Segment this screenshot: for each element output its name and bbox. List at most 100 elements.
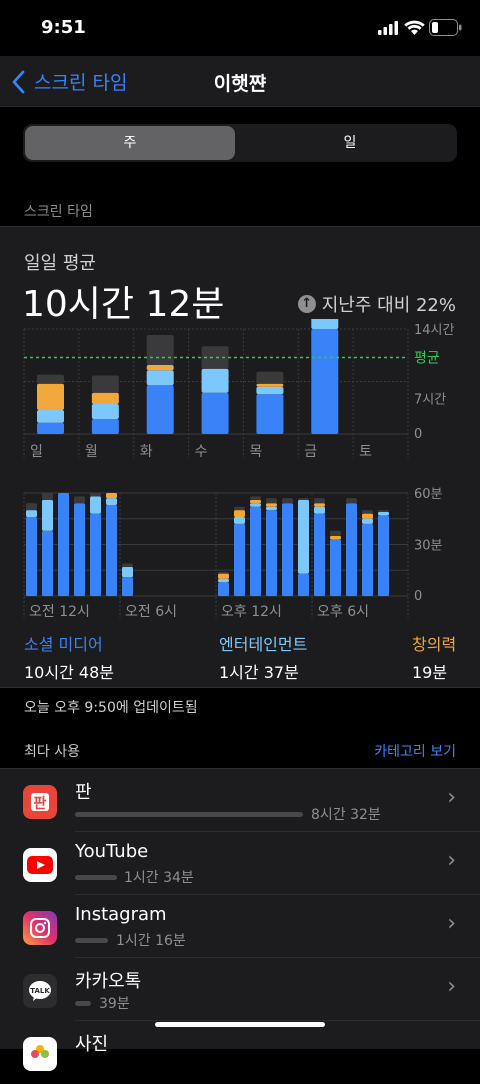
app-list: 판 판 8시간 32분 › YouTube 1시간 34분 › Instagra… bbox=[0, 768, 480, 1071]
x-tick-label: 오후 6시 bbox=[317, 604, 369, 620]
hourly-bar-other-segment bbox=[122, 563, 133, 567]
hourly-bar-creativity-segment bbox=[266, 503, 277, 507]
app-row-photos[interactable]: 사진 bbox=[0, 1021, 480, 1084]
hourly-bar-other-segment bbox=[26, 503, 37, 511]
hourly-bar-other-segment bbox=[74, 496, 85, 504]
youtube-icon bbox=[23, 848, 57, 882]
hourly-bar-other-segment bbox=[298, 498, 309, 500]
hourly-bar-entertainment-segment bbox=[26, 510, 37, 518]
hourly-bar-social-segment bbox=[298, 573, 309, 596]
svg-text:판: 판 bbox=[34, 796, 47, 812]
y-tick-label: 0 bbox=[414, 589, 422, 604]
weekly-bar-entertainment-segment bbox=[311, 319, 339, 329]
weekly-bar-social-segment bbox=[146, 385, 174, 434]
usage-bar bbox=[75, 938, 108, 943]
app-row-kakaotalk[interactable]: TALK 카카오톡 39분 › bbox=[0, 958, 480, 1021]
x-tick-label: 목 bbox=[249, 444, 262, 460]
category-value: 19분 bbox=[412, 663, 448, 682]
app-name: 판 bbox=[75, 782, 92, 803]
chevron-right-icon: › bbox=[447, 848, 456, 873]
weekly-comparison: ↑ 지난주 대비 22% bbox=[297, 291, 456, 317]
hourly-bar-other-segment bbox=[378, 510, 389, 512]
x-tick-label: 오후 12시 bbox=[221, 604, 282, 620]
weekly-bar-creativity-segment bbox=[91, 392, 119, 404]
weekly-comparison-text: 지난주 대비 22% bbox=[321, 295, 456, 316]
chevron-right-icon: › bbox=[447, 785, 456, 810]
hourly-bar-entertainment-segment bbox=[314, 506, 325, 514]
battery-icon bbox=[429, 19, 462, 36]
hourly-bar-creativity-segment bbox=[362, 513, 373, 519]
back-button[interactable]: 스크린 타임 bbox=[12, 68, 127, 95]
instagram-icon bbox=[23, 911, 57, 945]
hourly-bar-entertainment-segment bbox=[42, 499, 53, 531]
hourly-chart: 60분 30분 0 오전 12시 오전 6시 오후 12시 오후 6시 bbox=[23, 487, 443, 620]
hourly-bar-other-segment bbox=[282, 498, 293, 504]
weekly-bar-entertainment-segment bbox=[37, 410, 64, 423]
home-indicator bbox=[155, 1022, 325, 1027]
hourly-bar-entertainment-segment bbox=[378, 511, 389, 516]
status-time: 9:51 bbox=[41, 17, 86, 38]
hourly-bar-social-segment bbox=[378, 515, 389, 596]
x-tick-label: 오전 12시 bbox=[29, 604, 90, 620]
category-name: 엔터테인먼트 bbox=[219, 635, 308, 654]
app-row-youtube[interactable]: YouTube 1시간 34분 › bbox=[0, 832, 480, 895]
weekly-bar-other-segment bbox=[91, 375, 119, 393]
category-entertainment: 엔터테인먼트 1시간 37분 bbox=[219, 631, 307, 683]
weekly-bar-creativity-segment bbox=[146, 365, 174, 371]
weekly-bar-other-segment bbox=[256, 371, 284, 384]
weekly-bar-social-segment bbox=[311, 329, 339, 434]
x-tick-label: 오전 6시 bbox=[125, 604, 177, 620]
hourly-bar-other-segment bbox=[250, 496, 261, 500]
screen-time-card: 일일 평균 10시간 12분 ↑ 지난주 대비 22% 평균 14시간 7시간 … bbox=[0, 226, 480, 688]
app-duration: 39분 bbox=[99, 996, 130, 1012]
hourly-bar-entertainment-segment bbox=[362, 518, 373, 524]
weekly-bar-entertainment-segment bbox=[256, 386, 284, 395]
hourly-bar-other-segment bbox=[234, 506, 245, 511]
y-tick-label: 0 bbox=[414, 427, 422, 442]
hourly-bar-creativity-segment bbox=[234, 510, 245, 518]
hourly-bar-other-segment bbox=[346, 498, 357, 504]
chevron-left-icon bbox=[12, 70, 25, 93]
category-social: 소셜 미디어 10시간 48분 bbox=[24, 631, 114, 683]
hourly-bar-social-segment bbox=[74, 503, 85, 596]
weekly-bar-creativity-segment bbox=[37, 383, 64, 410]
hourly-bar-entertainment-segment bbox=[234, 517, 245, 524]
y-tick-label: 30분 bbox=[414, 539, 443, 554]
app-duration: 8시간 32분 bbox=[311, 807, 381, 823]
y-tick-label: 7시간 bbox=[414, 393, 446, 408]
hourly-bar-social-segment bbox=[346, 503, 357, 596]
segment-week[interactable]: 주 bbox=[25, 126, 235, 160]
weekly-bar-social-segment bbox=[37, 422, 64, 434]
show-categories-link[interactable]: 카테고리 보기 bbox=[374, 744, 456, 760]
app-name: 카카오톡 bbox=[75, 971, 142, 992]
hourly-bar-entertainment-segment bbox=[218, 578, 229, 583]
app-duration: 1시간 16분 bbox=[116, 933, 186, 949]
category-name: 창의력 bbox=[412, 635, 457, 654]
hourly-bar-entertainment-segment bbox=[122, 566, 133, 578]
hourly-bar-social-segment bbox=[106, 505, 117, 596]
app-name: 사진 bbox=[75, 1034, 109, 1055]
segment-day[interactable]: 일 bbox=[343, 135, 357, 151]
navigation-bar: 스크린 타임 이햇쨘 bbox=[0, 56, 480, 107]
hourly-bar-entertainment-segment bbox=[90, 496, 101, 514]
daily-average-label: 일일 평균 bbox=[24, 253, 96, 274]
weekly-bar-creativity-segment bbox=[256, 383, 284, 387]
usage-bar bbox=[75, 812, 303, 817]
hourly-bar-social-segment bbox=[266, 510, 277, 596]
app-row-pan[interactable]: 판 판 8시간 32분 › bbox=[0, 769, 480, 832]
average-label: 평균 bbox=[414, 351, 440, 367]
hourly-bar-social-segment bbox=[26, 517, 37, 596]
hourly-bar-social-segment bbox=[218, 582, 229, 596]
app-row-instagram[interactable]: Instagram 1시간 16분 › bbox=[0, 895, 480, 958]
hourly-bar-social-segment bbox=[122, 577, 133, 596]
category-name: 소셜 미디어 bbox=[24, 635, 103, 654]
hourly-bar-entertainment-segment bbox=[298, 499, 309, 574]
hourly-bar-social-segment bbox=[314, 513, 325, 596]
signal-icon bbox=[378, 21, 398, 35]
hourly-bar-creativity-segment bbox=[218, 573, 229, 579]
hourly-bar-other-segment bbox=[218, 571, 229, 574]
hourly-bar-other-segment bbox=[90, 493, 101, 497]
category-value: 10시간 48분 bbox=[24, 663, 114, 682]
back-label: 스크린 타임 bbox=[34, 72, 128, 94]
category-creativity: 창의력 19분 bbox=[412, 631, 456, 683]
